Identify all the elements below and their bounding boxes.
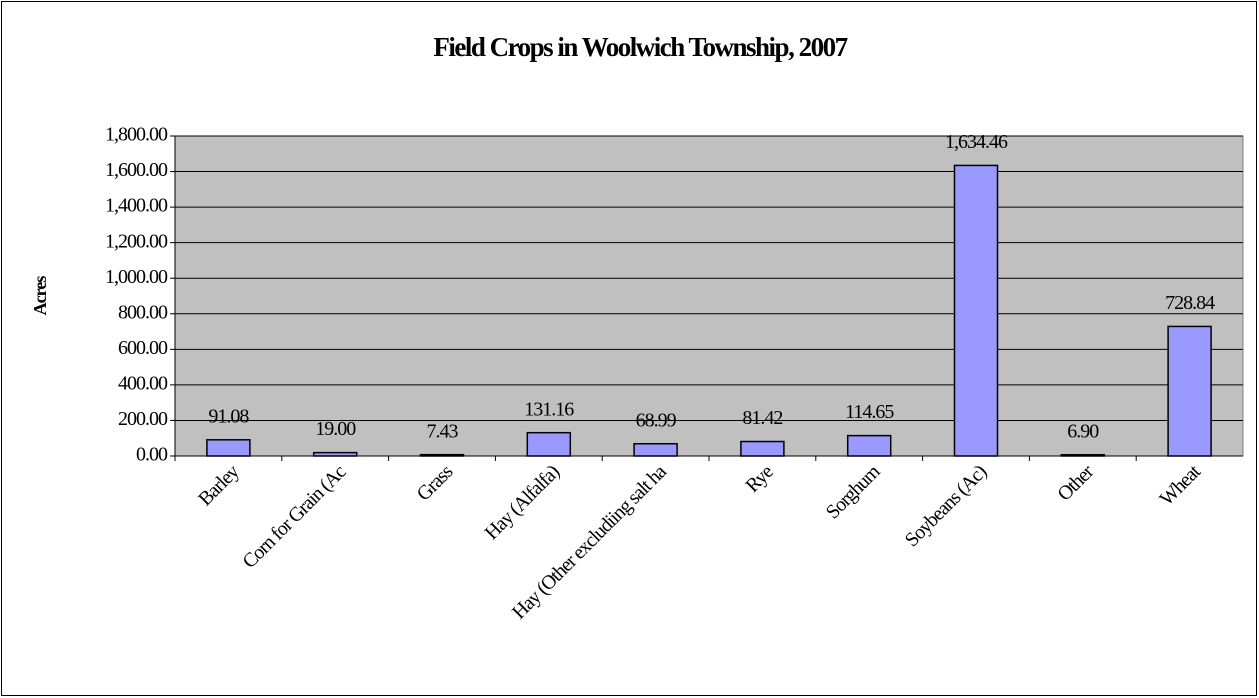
value-label: 81.42 [742,407,782,429]
y-tick-label: 1,000.00 [105,266,168,288]
value-label: 728.84 [1165,292,1215,314]
y-tick-label: 0.00 [136,444,168,466]
y-tick-label: 400.00 [118,372,168,394]
bar [740,440,785,457]
y-tick-label: 200.00 [118,408,168,430]
value-label: 68.99 [636,409,677,431]
bar [846,434,892,457]
bar [312,451,358,457]
y-axis-title: Acres [30,276,50,316]
y-tick-label: 1,400.00 [105,195,168,217]
bar [419,453,465,457]
bar [1167,325,1212,457]
y-tick-label: 800.00 [118,301,168,323]
value-label: 131.16 [524,398,574,420]
value-label: 1,634.46 [945,131,1008,153]
value-label: 19.00 [315,418,356,440]
value-label: 7.43 [427,420,459,442]
value-label: 114.65 [845,401,894,423]
y-tick-label: 1,200.00 [105,230,168,252]
bar [206,439,251,457]
y-tick-label: 1,600.00 [105,159,168,181]
y-tick-label: 600.00 [118,337,168,359]
bar [1060,454,1106,457]
y-tick-label: 1,800.00 [105,124,168,146]
bar [953,164,999,457]
value-label: 91.08 [208,405,249,427]
chart-title: Field Crops in Woolwich Township, 2007 [433,32,847,62]
bar [633,442,678,457]
plot-area [174,135,1244,457]
value-label: 6.90 [1067,420,1099,442]
bar [526,431,572,457]
